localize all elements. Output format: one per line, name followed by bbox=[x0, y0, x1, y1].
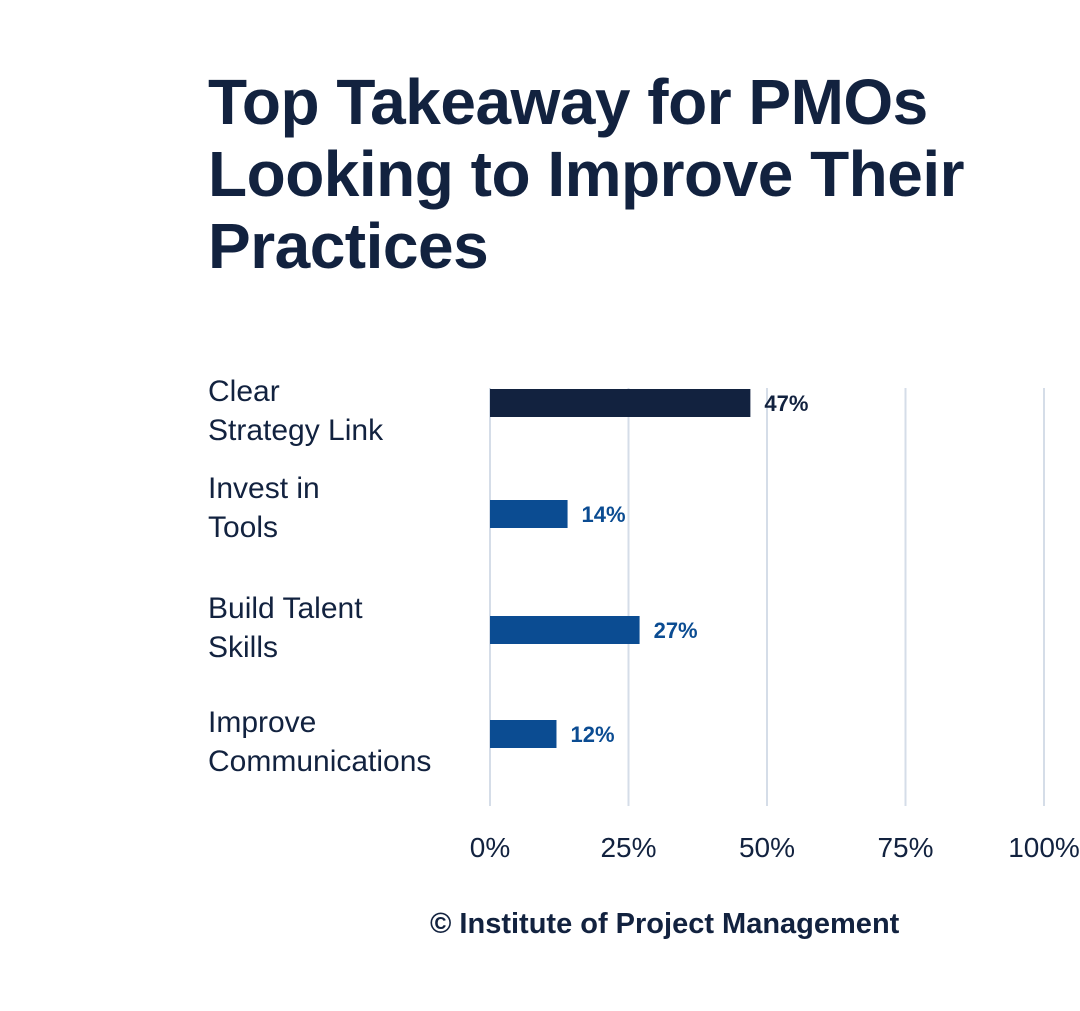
category-label-line: Clear bbox=[208, 375, 280, 408]
x-tick-label: 0% bbox=[470, 832, 510, 863]
bar bbox=[490, 720, 557, 748]
x-tick-label: 75% bbox=[877, 832, 933, 863]
category-label-line: Invest in bbox=[208, 472, 320, 505]
x-tick-label: 100% bbox=[1008, 832, 1080, 863]
category-label-line: Improve bbox=[208, 706, 316, 739]
data-label: 47% bbox=[764, 391, 808, 416]
x-tick-label: 50% bbox=[739, 832, 795, 863]
bar bbox=[490, 500, 568, 528]
category-label-line: Tools bbox=[208, 511, 278, 544]
bar bbox=[490, 616, 640, 644]
category-label-line: Communications bbox=[208, 745, 431, 778]
category-label: Build Talent Skills bbox=[208, 592, 363, 664]
category-label: Invest in Tools bbox=[208, 472, 320, 544]
bar bbox=[490, 389, 751, 417]
category-label-line: Skills bbox=[208, 631, 278, 664]
source-credit: © Institute of Project Management bbox=[430, 908, 900, 940]
chart-title: Top Takeaway for PMOs Looking to Improve… bbox=[208, 66, 1058, 282]
x-tick-label: 25% bbox=[600, 832, 656, 863]
data-label: 12% bbox=[570, 722, 614, 747]
category-label-line: Build Talent bbox=[208, 592, 363, 625]
category-label: Clear Strategy Link bbox=[208, 375, 384, 447]
chart-title-line: Practices bbox=[208, 210, 489, 282]
chart-title-line: Looking to Improve Their bbox=[208, 138, 965, 210]
data-label: 27% bbox=[654, 618, 698, 643]
category-label: Improve Communications bbox=[208, 706, 431, 778]
chart-title-line: Top Takeaway for PMOs bbox=[208, 66, 928, 138]
category-label-line: Strategy Link bbox=[208, 414, 384, 447]
data-label: 14% bbox=[582, 502, 626, 527]
